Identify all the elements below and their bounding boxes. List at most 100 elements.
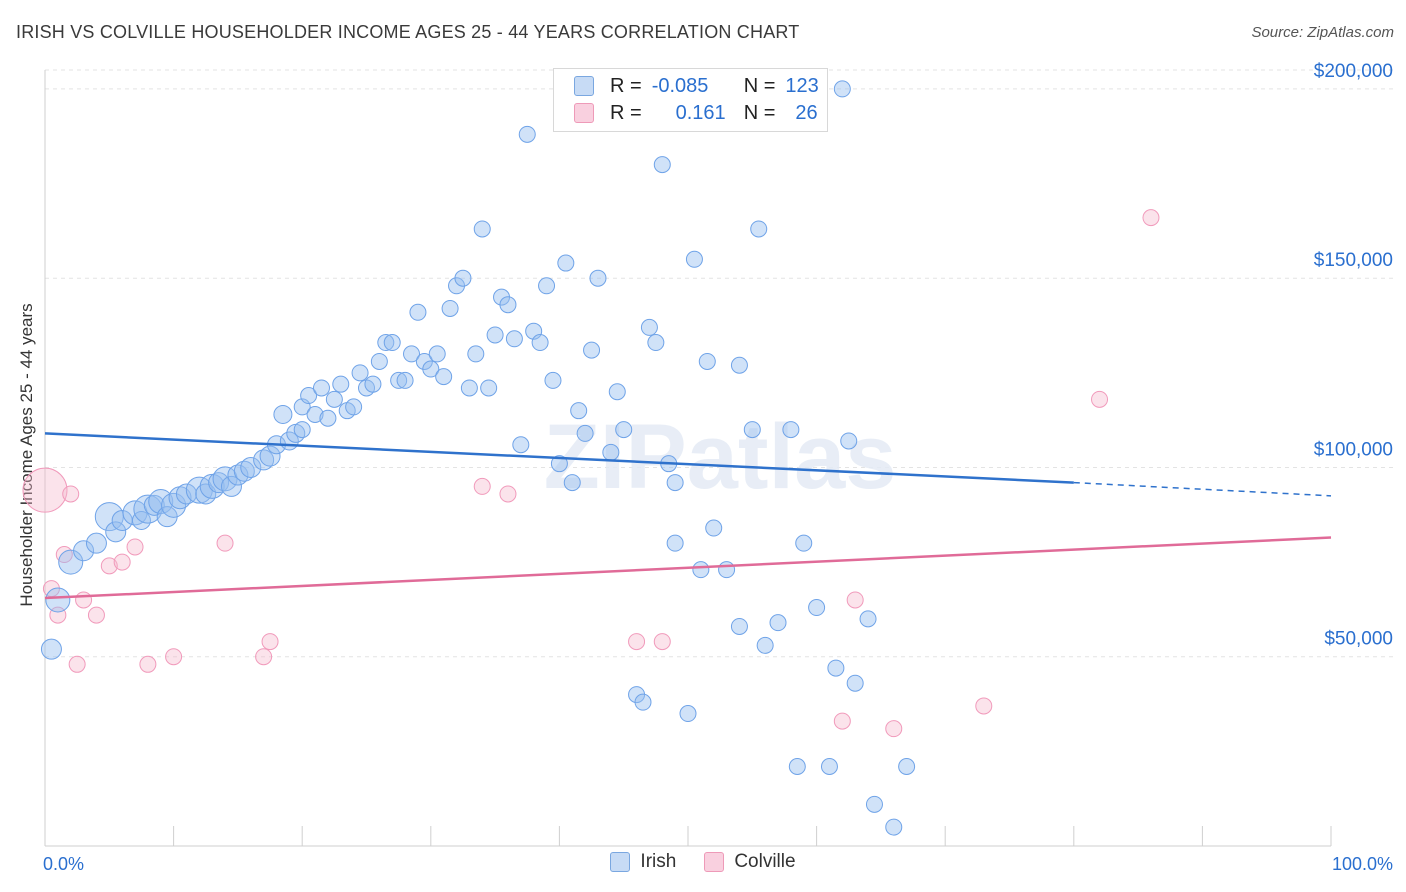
colville-point xyxy=(216,534,234,552)
irish-point xyxy=(227,464,249,486)
irish-point xyxy=(583,341,601,359)
legend-item-irish: Irish xyxy=(610,851,676,873)
x-tick-label-end: 100.0% xyxy=(1332,854,1393,874)
irish-point xyxy=(319,409,337,427)
irish-point xyxy=(85,532,107,554)
irish-point xyxy=(312,379,330,397)
irish-point xyxy=(325,390,343,408)
irish-point xyxy=(634,693,652,711)
irish-point xyxy=(396,371,414,389)
irish-point xyxy=(557,254,575,272)
irish-point xyxy=(306,405,324,423)
irish-point xyxy=(253,449,275,471)
irish-n-value: 123 xyxy=(785,74,819,97)
irish-point xyxy=(351,364,369,382)
irish-point xyxy=(512,436,530,454)
irish-legend-swatch xyxy=(610,852,631,872)
irish-point xyxy=(833,80,851,98)
irish-point xyxy=(743,421,761,439)
irish-point xyxy=(259,445,281,467)
colville-point xyxy=(255,648,273,666)
irish-swatch xyxy=(574,76,594,96)
irish-point xyxy=(403,345,421,363)
irish-point xyxy=(208,472,230,494)
irish-point xyxy=(647,334,665,352)
irish-point xyxy=(370,352,388,370)
irish-point xyxy=(730,356,748,374)
irish-point xyxy=(827,659,845,677)
irish-point xyxy=(300,387,318,405)
irish-point xyxy=(345,398,363,416)
irish-point xyxy=(808,599,826,617)
correlation-legend: R = -0.085 N = 123 R = 0.161 N = 26 xyxy=(553,68,828,132)
irish-point xyxy=(756,636,774,654)
colville-point xyxy=(261,633,279,651)
irish-r-value: -0.085 xyxy=(651,74,709,97)
colville-point xyxy=(139,655,157,673)
irish-point xyxy=(820,758,838,776)
trend-lines xyxy=(44,432,1332,600)
irish-point xyxy=(538,277,556,295)
irish-point xyxy=(467,345,485,363)
irish-point xyxy=(859,610,877,628)
irish-point xyxy=(563,474,581,492)
colville-r-value: 0.161 xyxy=(675,101,726,124)
irish-point xyxy=(505,330,523,348)
irish-trend-extension xyxy=(1073,481,1332,497)
irish-point xyxy=(435,368,453,386)
irish-point xyxy=(730,617,748,635)
irish-point xyxy=(58,549,84,575)
irish-point xyxy=(698,352,716,370)
colville-point xyxy=(62,485,80,503)
irish-point xyxy=(570,402,588,420)
irish-point xyxy=(73,540,95,562)
colville-points xyxy=(22,209,1160,738)
irish-point xyxy=(589,269,607,287)
irish-point xyxy=(499,296,517,314)
irish-point xyxy=(473,220,491,238)
irish-point xyxy=(293,421,311,439)
legend-row-irish: R = -0.085 N = 123 xyxy=(574,73,819,99)
irish-point xyxy=(685,250,703,268)
irish-point xyxy=(769,614,787,632)
colville-point xyxy=(628,633,646,651)
x-tick-label-start: 0.0% xyxy=(43,854,84,874)
colville-n-label: N = xyxy=(743,101,776,124)
irish-point xyxy=(131,510,151,530)
irish-point xyxy=(718,561,736,579)
y-tick-label: $150,000 xyxy=(1314,250,1393,271)
colville-point xyxy=(833,712,851,730)
chart-title: IRISH VS COLVILLE HOUSEHOLDER INCOME AGE… xyxy=(16,22,800,42)
y-tick-label: $50,000 xyxy=(1324,629,1393,650)
colville-point xyxy=(87,606,105,624)
irish-point xyxy=(705,519,723,537)
irish-trend-line xyxy=(44,432,1074,484)
colville-point xyxy=(22,467,68,513)
y-tick-label: $100,000 xyxy=(1314,439,1393,460)
colville-point xyxy=(165,648,183,666)
colville-point xyxy=(885,720,903,738)
legend-item-colville: Colville xyxy=(704,851,796,873)
watermark: ZIPatlas xyxy=(544,406,897,508)
irish-point xyxy=(666,474,684,492)
colville-point xyxy=(499,485,517,503)
axes xyxy=(44,70,1332,847)
irish-point xyxy=(40,638,62,660)
irish-point xyxy=(428,345,446,363)
colville-swatch xyxy=(574,103,594,123)
irish-point xyxy=(640,318,658,336)
irish-n-label: N = xyxy=(743,74,776,97)
irish-point xyxy=(608,383,626,401)
x-tick-labels: 0.0% 100.0% xyxy=(43,854,1393,874)
irish-point xyxy=(486,326,504,344)
irish-point xyxy=(653,156,671,174)
irish-point xyxy=(332,375,350,393)
irish-point xyxy=(390,371,408,389)
irish-points xyxy=(40,80,916,836)
colville-legend-label: Colville xyxy=(734,851,796,872)
colville-point xyxy=(1142,209,1160,227)
irish-point xyxy=(846,674,864,692)
irish-point xyxy=(544,371,562,389)
irish-point xyxy=(602,443,620,461)
colville-point xyxy=(1091,390,1109,408)
